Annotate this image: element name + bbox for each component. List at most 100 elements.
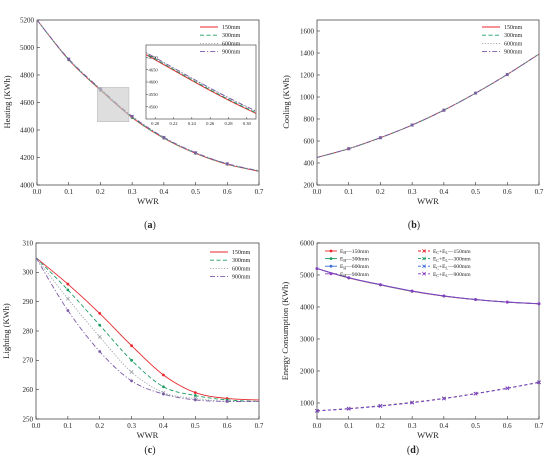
x-tick-label: 0.4 — [159, 188, 168, 196]
x-tick-label: 0.7 — [255, 422, 264, 430]
y-tick-label: 1000 — [300, 93, 315, 101]
data-point — [193, 391, 197, 394]
data-point — [162, 385, 165, 389]
data-point — [193, 394, 197, 397]
y-tick-label: 800 — [304, 115, 315, 123]
x-tick-label: 0.0 — [32, 422, 41, 430]
data-point — [225, 400, 229, 403]
y-tick-label: 5000 — [300, 271, 315, 279]
y-tick-label: 260 — [23, 386, 34, 394]
data-point — [441, 396, 446, 401]
x-tick-label: 0.6 — [223, 422, 232, 430]
x-tick-label: 0.0 — [313, 188, 322, 196]
y-tick-label: 1200 — [300, 71, 315, 79]
x-tick-label: 0.1 — [64, 188, 73, 196]
data-point — [422, 249, 426, 253]
data-point — [315, 408, 319, 413]
x-tick-label: 0.7 — [535, 422, 544, 430]
data-point — [474, 298, 477, 301]
x-tick-label: 0.5 — [191, 188, 200, 196]
series-line-EH—900mm — [316, 268, 540, 305]
y-tick-label: 2000 — [300, 367, 315, 375]
data-point — [442, 294, 446, 298]
panel-label: (c) — [144, 445, 155, 456]
legend-entry: 600mm — [232, 266, 251, 272]
y-axis-label: Cooling (KWh) — [281, 75, 291, 129]
series-group — [316, 53, 540, 158]
x-tick-label: 0.1 — [63, 422, 72, 430]
panel-label: (b) — [408, 220, 420, 231]
y-tick-label: 310 — [23, 239, 34, 247]
inset-y-tick-label: 4700 — [149, 55, 159, 60]
y-tick-label: 270 — [23, 357, 34, 365]
data-point — [130, 114, 134, 118]
x-axis-label: WWR — [137, 196, 159, 206]
panel-label: (a) — [144, 220, 156, 231]
x-tick-label: 0.6 — [503, 422, 512, 430]
plot-frame — [35, 242, 260, 420]
x-tick-label: 0.1 — [344, 422, 353, 430]
data-point — [193, 398, 197, 402]
data-point — [329, 264, 333, 268]
data-point — [347, 276, 351, 280]
x-tick-label: 0.2 — [376, 188, 385, 196]
series-line-600mm — [35, 257, 260, 403]
chart-a: 0.0 0.1 0.2 0.3 0.4 0.5 0.6 0.7 4000 4200 4400 4600… — [2, 16, 264, 231]
data-point — [505, 300, 509, 304]
x-tick-label: 0.1 — [344, 188, 353, 196]
x-tick-label: 0.7 — [255, 188, 264, 196]
series-line-300mm — [316, 53, 540, 158]
data-point — [379, 136, 382, 140]
data-point — [329, 249, 333, 253]
data-point — [66, 282, 70, 286]
legend-entry: EC+EL—900mm — [433, 272, 471, 278]
y-tick-label: 250 — [23, 415, 34, 423]
data-point — [130, 379, 133, 383]
series-line-150mm — [316, 53, 540, 158]
legend-entry: EC+EL—150mm — [433, 249, 471, 255]
series-line-900mm — [316, 53, 540, 158]
plot-frame — [316, 242, 540, 420]
legend-entry: EH—600mm — [340, 264, 370, 270]
y-tick-label: 600 — [304, 137, 315, 145]
legend-entry: EC+EL—300mm — [433, 257, 471, 263]
data-point — [162, 392, 165, 396]
data-point — [422, 264, 426, 269]
legend-entry: 900mm — [504, 50, 523, 56]
legend-entry: 150mm — [222, 25, 241, 31]
inset-y-tick-label: 4600 — [149, 80, 159, 85]
x-tick-label: 0.6 — [223, 188, 232, 196]
series-line-900mm — [36, 19, 260, 172]
x-tick-label: 0.2 — [376, 422, 385, 430]
series-line-300mm — [35, 257, 260, 402]
data-point — [98, 312, 102, 315]
x-axis-label: WWR — [417, 196, 439, 206]
data-point — [537, 302, 541, 306]
inset: 0.20 0.22 0.24 0.26 0.28 0.30 4500 4550 4600 4650… — [145, 44, 257, 126]
y-tick-label: 4400 — [20, 126, 35, 134]
x-tick-label: 0.3 — [128, 188, 137, 196]
legend-entry: 150mm — [504, 25, 523, 31]
y-tick-label: 4000 — [300, 303, 315, 311]
y-tick-label: 3000 — [300, 335, 315, 343]
data-point — [410, 400, 415, 405]
data-point — [130, 344, 133, 348]
x-tick-label: 0.3 — [408, 188, 417, 196]
series-line-600mm — [146, 52, 256, 112]
x-tick-label: 0.2 — [96, 188, 105, 196]
x-tick-label: 0.4 — [439, 422, 448, 430]
y-axis-label: Lighting (KWh) — [1, 303, 11, 359]
data-point — [422, 256, 426, 261]
y-tick-label: 4200 — [20, 154, 35, 162]
legend-entry: 300mm — [222, 33, 241, 39]
x-tick-label: 0.4 — [439, 188, 448, 196]
inset-x-tick-label: 0.22 — [169, 121, 178, 126]
inset-x-tick-label: 0.24 — [188, 121, 197, 126]
legend-entry: 300mm — [232, 258, 251, 264]
x-tick-label: 0.2 — [95, 422, 104, 430]
inset-x-tick-label: 0.30 — [243, 121, 252, 126]
x-tick-label: 0.0 — [313, 422, 322, 430]
series-group — [315, 267, 541, 413]
y-axis-label: Heating (KWh) — [2, 75, 12, 128]
